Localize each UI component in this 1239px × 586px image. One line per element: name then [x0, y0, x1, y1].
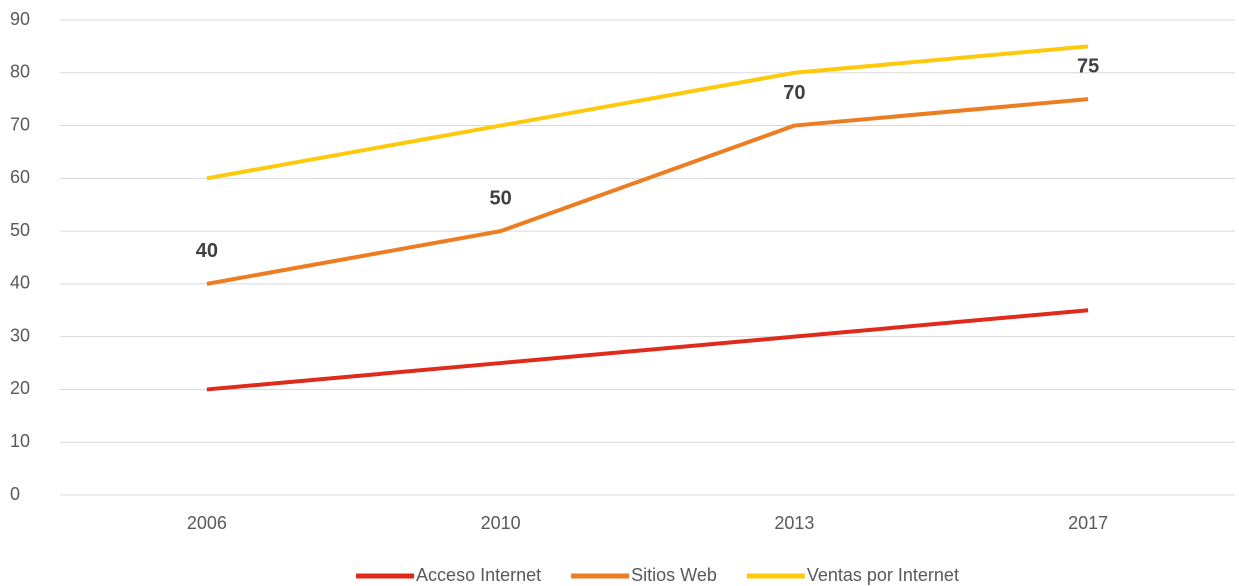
y-tick-label: 40	[10, 273, 30, 293]
x-tick-label: 2013	[774, 513, 814, 533]
legend-label: Sitios Web	[631, 565, 717, 585]
y-tick-label: 90	[10, 9, 30, 29]
data-label: 40	[196, 240, 218, 262]
y-tick-label: 50	[10, 220, 30, 240]
x-tick-label: 2017	[1068, 513, 1108, 533]
legend-label: Ventas por Internet	[807, 565, 959, 585]
series-line	[206, 308, 1089, 392]
y-tick-label: 0	[10, 484, 20, 504]
data-label: 50	[490, 187, 512, 209]
x-tick-label: 2010	[481, 513, 521, 533]
legend-label: Acceso Internet	[416, 565, 541, 585]
y-tick-label: 20	[10, 378, 30, 398]
series-line	[206, 44, 1089, 181]
y-tick-label: 30	[10, 325, 30, 345]
y-tick-label: 10	[10, 431, 30, 451]
data-label: 70	[783, 82, 805, 104]
y-tick-label: 70	[10, 114, 30, 134]
legend: Acceso Internet Sitios Web Ventas por Inte…	[356, 565, 959, 585]
data-label: 75	[1077, 55, 1099, 77]
y-tick-label: 60	[10, 167, 30, 187]
series-line	[206, 97, 1089, 286]
x-tick-label: 2006	[187, 513, 227, 533]
y-tick-label: 80	[10, 62, 30, 82]
